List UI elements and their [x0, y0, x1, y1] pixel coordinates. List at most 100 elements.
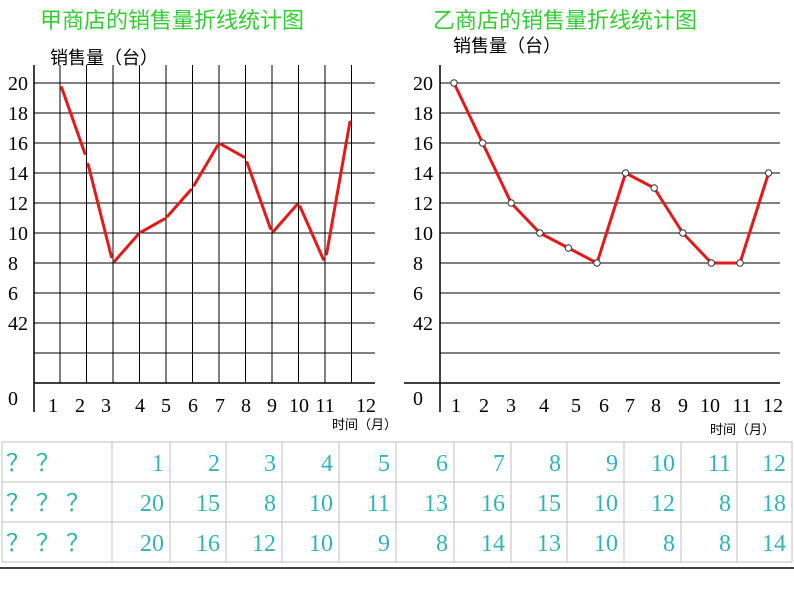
left-chart-series	[60, 86, 352, 263]
right-chart-title: 乙商店的销售量折线统计图	[433, 9, 697, 34]
left-y-tick-label: 42	[8, 313, 28, 335]
left-chart-title: 甲商店的销售量折线统计图	[40, 9, 304, 34]
table-cell: 7	[493, 451, 505, 477]
left-y-tick-label: 18	[8, 103, 28, 125]
table-row-header: ？ ？ ？	[6, 531, 90, 557]
right-x-tick-label: 5	[571, 395, 581, 417]
left-series-segment	[325, 120, 352, 256]
table-cell: 13	[424, 491, 448, 517]
right-y-tick-label: 14	[413, 163, 433, 185]
data-table: ？ ？ 1 2 3 4 5 6 7 8 9 10 11 12？ ？ ？ 20 15 8 10 11 13 16 15 10…	[0, 441, 794, 569]
right-chart-x-ticks: 1 2 3 4 5 6 7 8 9 10 11 12	[451, 395, 783, 417]
left-series-segment	[245, 161, 272, 230]
table-cell: 20	[140, 531, 164, 557]
left-x-tick-label: 11	[315, 395, 334, 417]
right-x-tick-label: 9	[678, 395, 688, 417]
table-cell: 8	[264, 491, 276, 517]
right-series-point	[650, 184, 658, 192]
table-cell: 10	[594, 491, 618, 517]
left-x-tick-label: 12	[356, 395, 376, 417]
table-cell: 1	[152, 451, 164, 477]
right-series-point	[536, 229, 544, 237]
left-x-tick-label: 9	[267, 395, 277, 417]
right-y-tick-label: 18	[413, 103, 433, 125]
table-cell: 11	[367, 491, 390, 517]
left-y-tick-label: 6	[8, 283, 18, 305]
right-y-tick-label: 42	[413, 313, 433, 335]
table-cell: 18	[762, 491, 786, 517]
right-series-point	[564, 244, 573, 252]
left-series-segment	[139, 217, 166, 234]
right-y-tick-label: 6	[413, 283, 423, 305]
right-x-tick-label: 3	[506, 395, 516, 417]
table-cell: 15	[537, 491, 561, 517]
left-x-tick-label: 4	[135, 395, 145, 417]
right-chart-grid	[404, 65, 780, 412]
right-chart-xlabel: 时间（月）	[710, 423, 775, 438]
table-cell: 14	[481, 531, 505, 557]
table-cell: 9	[378, 531, 390, 557]
table-row-header: ？ ？ ？	[6, 491, 90, 517]
left-x-tick-label: 1	[48, 395, 58, 417]
table-cell: 16	[196, 531, 220, 557]
right-chart-ylabel: 销售量（台）	[453, 36, 561, 57]
table-cell: 4	[321, 451, 333, 477]
left-series-segment	[298, 205, 325, 261]
table-cell: 12	[651, 491, 675, 517]
right-chart-y-ticks: 0 42 6 8 10 12 14 16 18 20	[413, 73, 433, 410]
left-chart-y-ticks: 0 42 6 8 10 12 14 16 18 20	[8, 73, 28, 410]
table-cell: 15	[196, 491, 220, 517]
table-cell: 3	[264, 451, 276, 477]
left-x-tick-label: 8	[241, 395, 251, 417]
left-series-segment	[113, 233, 140, 263]
right-x-tick-label: 11	[732, 395, 751, 417]
table-cell: 14	[762, 531, 786, 557]
left-x-tick-label: 7	[215, 395, 225, 417]
right-x-tick-label: 6	[599, 395, 609, 417]
table-cell: 13	[537, 531, 561, 557]
right-y-tick-label: 16	[413, 133, 433, 155]
left-y-tick-label: 8	[8, 253, 18, 275]
left-y-tick-label: 10	[8, 223, 28, 245]
table-cell: 8	[663, 531, 675, 557]
right-y-tick-label: 20	[413, 73, 433, 95]
table-cell: 8	[436, 531, 448, 557]
left-series-segment	[272, 203, 299, 233]
left-x-tick-label: 3	[101, 395, 111, 417]
table-cell: 5	[378, 451, 390, 477]
left-x-tick-label: 10	[289, 395, 309, 417]
table-cell: 2	[208, 451, 220, 477]
left-x-tick-label: 2	[75, 395, 85, 417]
table-cell: 6	[436, 451, 448, 477]
left-y-tick-label: 0	[8, 388, 18, 410]
left-chart-xlabel: 时间（月）	[332, 418, 397, 433]
left-y-tick-label: 12	[8, 193, 28, 215]
table-cell: 16	[481, 491, 505, 517]
right-x-tick-label: 10	[700, 395, 720, 417]
right-series-point	[679, 229, 687, 237]
left-y-tick-label: 20	[8, 73, 28, 95]
table-cell: 10	[651, 451, 675, 477]
left-y-tick-label: 14	[8, 163, 28, 185]
left-chart-grid	[33, 65, 375, 412]
left-series-segment	[219, 142, 246, 159]
left-y-tick-label: 16	[8, 133, 28, 155]
right-series-line	[452, 82, 771, 265]
table-frame	[1, 441, 793, 563]
right-series-point	[764, 169, 773, 177]
right-y-tick-label: 10	[413, 223, 433, 245]
left-series-segment	[166, 188, 193, 218]
right-y-tick-label: 8	[413, 253, 423, 275]
right-x-tick-label: 4	[539, 395, 549, 417]
left-series-segment	[86, 162, 113, 259]
table-cell: 11	[708, 451, 731, 477]
right-series-point	[736, 259, 744, 267]
right-chart-series	[450, 79, 773, 267]
table-cell: 12	[252, 531, 276, 557]
right-series-point	[621, 169, 630, 177]
right-series-point	[707, 259, 716, 267]
left-series-segment	[192, 144, 219, 187]
table-cell: 10	[309, 491, 333, 517]
table-cell: 10	[594, 531, 618, 557]
right-series-point	[507, 199, 515, 207]
